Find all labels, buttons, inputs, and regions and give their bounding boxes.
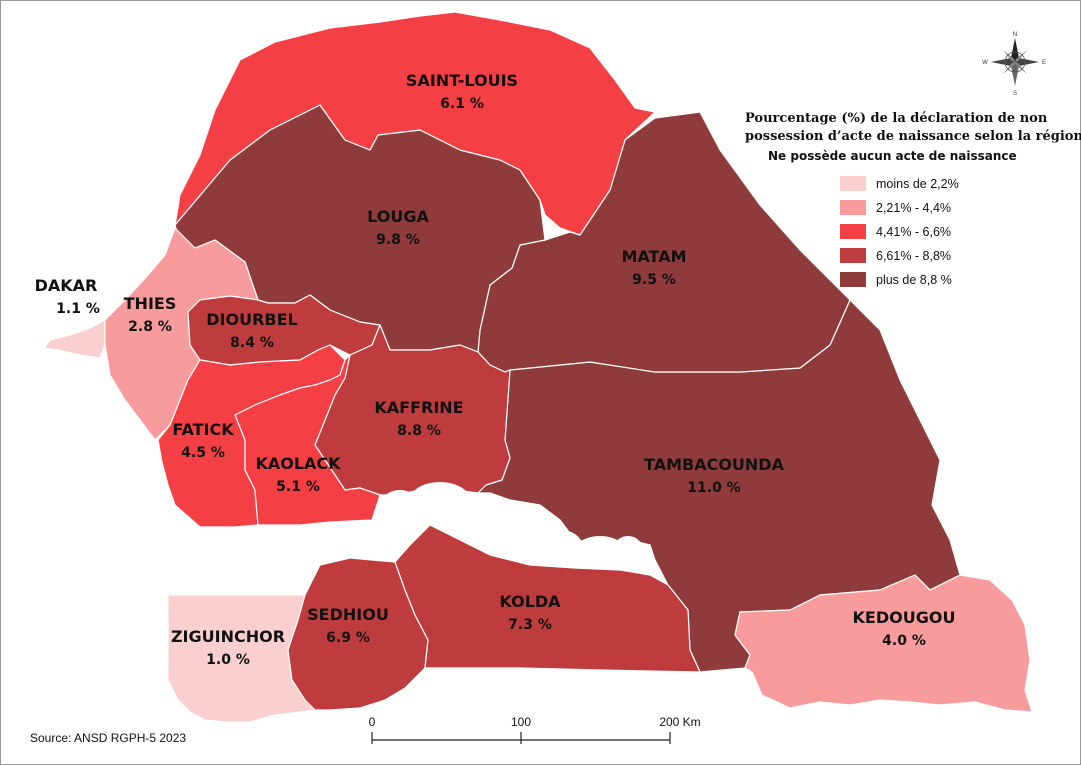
region-value-matam: 9.5 %	[632, 272, 676, 288]
legend: Pourcentage (%) de la déclaration de non…	[745, 111, 1081, 287]
legend-swatch-2	[840, 224, 866, 239]
legend-swatch-1	[840, 200, 866, 215]
region-label-diourbel: DIOURBEL	[206, 310, 297, 329]
region-label-kedougou: KEDOUGOU	[853, 608, 956, 627]
region-value-kedougou: 4.0 %	[882, 633, 926, 649]
scale-tick-0: 0	[369, 715, 376, 729]
region-saint-louis	[174, 11, 656, 236]
region-value-louga: 9.8 %	[376, 232, 420, 248]
scale-tick-200: 200 Km	[659, 715, 700, 729]
region-sedhiou	[287, 557, 429, 711]
gambia-gap	[378, 482, 642, 564]
legend-label-0: moins de 2,2%	[876, 177, 959, 191]
regions-layer	[43, 11, 1033, 723]
region-labels: SAINT-LOUIS 6.1 % LOUGA 9.8 % MATAM 9.5 % DAKA…	[35, 71, 956, 668]
scale-tick-100: 100	[511, 715, 531, 729]
compass-n-label: N	[1013, 32, 1017, 38]
legend-swatch-0	[840, 176, 866, 191]
region-label-sedhiou: SEDHIOU	[307, 605, 389, 624]
region-value-kaffrine: 8.8 %	[397, 423, 441, 439]
region-kaolack	[234, 354, 381, 526]
region-dakar	[43, 319, 106, 359]
region-value-fatick: 4.5 %	[181, 445, 225, 461]
region-label-louga: LOUGA	[367, 207, 429, 226]
compass-w-label: W	[982, 60, 988, 66]
region-value-thies: 2.8 %	[128, 319, 172, 335]
legend-label-2: 4,41% - 6,6%	[876, 225, 951, 239]
region-value-kolda: 7.3 %	[508, 617, 552, 633]
region-label-thies: THIES	[124, 294, 177, 313]
region-value-dakar: 1.1 %	[56, 301, 100, 317]
legend-swatch-4	[840, 272, 866, 287]
region-kolda	[394, 524, 701, 673]
compass-s-label: S	[1013, 91, 1017, 97]
region-label-saint-louis: SAINT-LOUIS	[406, 71, 518, 90]
region-label-tambacounda: TAMBACOUNDA	[644, 455, 785, 474]
region-label-ziguinchor: ZIGUINCHOR	[171, 627, 285, 646]
legend-label-3: 6,61% - 8,8%	[876, 249, 951, 263]
legend-label-1: 2,21% - 4,4%	[876, 201, 951, 215]
region-label-matam: MATAM	[621, 247, 686, 266]
region-label-kaolack: KAOLACK	[255, 454, 341, 473]
compass-north-icon	[1011, 38, 1019, 62]
compass-rose: N S E W	[982, 32, 1046, 97]
region-value-sedhiou: 6.9 %	[326, 630, 370, 646]
legend-subtitle: Ne possède aucun acte de naissance	[768, 149, 1017, 163]
region-value-tambacounda: 11.0 %	[687, 480, 740, 496]
legend-label-4: plus de 8,8 %	[876, 273, 952, 287]
region-label-dakar: DAKAR	[35, 276, 98, 295]
legend-title-line1: Pourcentage (%) de la déclaration de non	[745, 111, 1048, 126]
region-value-ziguinchor: 1.0 %	[206, 652, 250, 668]
region-value-saint-louis: 6.1 %	[440, 96, 484, 112]
region-label-kolda: KOLDA	[499, 592, 561, 611]
region-value-kaolack: 5.1 %	[276, 479, 320, 495]
region-kedougou	[734, 574, 1033, 713]
scale-bar: 0 100 200 Km	[369, 715, 701, 744]
region-label-fatick: FATICK	[172, 420, 234, 439]
legend-swatch-3	[840, 248, 866, 263]
legend-title-line2: possession d’acte de naissance selon la …	[745, 129, 1081, 144]
compass-e-label: E	[1042, 60, 1046, 66]
region-label-kaffrine: KAFFRINE	[374, 398, 463, 417]
region-value-diourbel: 8.4 %	[230, 335, 274, 351]
source-note: Source: ANSD RGPH-5 2023	[30, 731, 186, 745]
